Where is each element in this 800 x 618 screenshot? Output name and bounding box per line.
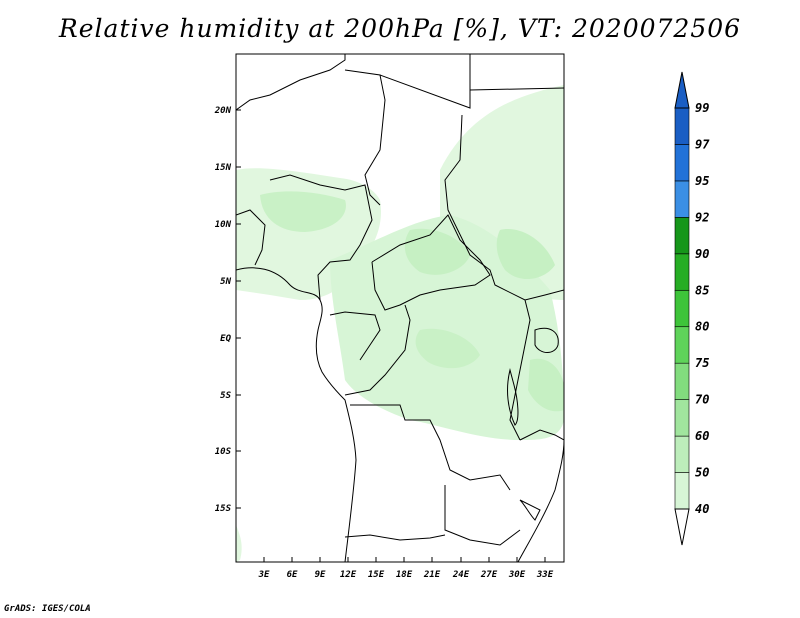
- border-mali-algeria: [236, 54, 346, 111]
- colorbar-segment: [674, 326, 690, 364]
- country-borders: [236, 54, 564, 562]
- colorbar-segment: [674, 435, 690, 473]
- lon-tick-label: 21E: [423, 570, 441, 580]
- grads-credit: GrADS: IGES/COLA: [4, 604, 91, 614]
- lon-tick-label: 27E: [480, 570, 498, 580]
- border-cameroon-congo: [329, 311, 381, 361]
- border-tanzania: [519, 429, 564, 441]
- longitude-axis: 3E 6E 9E 12E 15E 18E 21E 24E 27E 30E 33E: [258, 557, 554, 580]
- colorbar-segment: [674, 217, 690, 255]
- colorbar-label: 95: [695, 174, 709, 188]
- lake-tanganyika: [507, 369, 519, 426]
- humidity-core-4: [415, 328, 480, 369]
- border-niger-chad: [379, 54, 471, 109]
- colorbar-upper-extension: [674, 71, 690, 109]
- lat-tick-label: 10N: [215, 220, 232, 230]
- colorbar-label: 92: [695, 210, 709, 224]
- coastline-gulf-of-guinea: [236, 267, 357, 562]
- colorbar-label: 97: [695, 137, 710, 151]
- humidity-area-south-west: [236, 525, 242, 562]
- colorbar-lower-extension: [674, 508, 690, 546]
- lon-tick-label: 24E: [452, 570, 470, 580]
- map-title: Relative humidity at 200hPa [%], VT: 202…: [58, 14, 742, 43]
- colorbar-segment: [674, 253, 690, 291]
- lat-tick-label: EQ: [220, 334, 231, 344]
- colorbar-label: 50: [695, 466, 709, 480]
- colorbar-segment: [674, 289, 690, 328]
- border-angola-namibia: [344, 534, 446, 541]
- humidity-core-1: [404, 228, 470, 275]
- colorbar-segment: [674, 472, 690, 510]
- border-car: [371, 214, 491, 311]
- lon-tick-label: 15E: [368, 570, 385, 580]
- lake-victoria: [534, 327, 559, 353]
- colorbar-label: 99: [695, 101, 709, 115]
- lat-tick-label: 5N: [220, 277, 231, 287]
- colorbar-segment: [674, 107, 690, 145]
- lon-tick-label: 12E: [340, 570, 357, 580]
- humidity-core-3: [260, 191, 346, 232]
- border-west-small: [236, 209, 266, 266]
- colorbar-segment: [674, 144, 690, 182]
- border-drc-south: [350, 404, 511, 491]
- border-drc-north: [344, 304, 411, 396]
- border-east-africa: [509, 299, 531, 441]
- lon-tick-label: 6E: [287, 570, 298, 580]
- lon-tick-label: 33E: [536, 570, 554, 580]
- latitude-axis: 20N 15N 10N 5N EQ 5S 10S 15S: [214, 106, 241, 514]
- border-chad-sudan: [444, 114, 564, 301]
- humidity-core-5: [528, 358, 564, 412]
- colorbar-label: 60: [695, 429, 709, 443]
- humidity-shading: [236, 85, 564, 562]
- coastline-east: [517, 439, 564, 562]
- lat-tick-label: 20N: [214, 106, 232, 116]
- humidity-core-2: [496, 229, 555, 280]
- lon-tick-label: 3E: [258, 570, 270, 580]
- lake-malawi: [519, 499, 541, 521]
- lat-tick-label: 10S: [215, 447, 232, 457]
- colorbar-segment: [674, 399, 690, 437]
- lon-tick-label: 9E: [315, 570, 326, 580]
- colorbar-segment: [674, 362, 690, 400]
- colorbar: 40 50 60 70 75 80 85 90 92 95 97 99: [674, 71, 710, 546]
- colorbar-segment: [674, 180, 690, 218]
- lon-tick-label: 18E: [396, 570, 413, 580]
- colorbar-label: 70: [695, 393, 709, 407]
- border-libya-egypt-sudan: [469, 87, 564, 91]
- colorbar-label: 40: [695, 502, 709, 516]
- colorbar-label: 85: [695, 283, 709, 297]
- lat-tick-label: 15S: [215, 504, 232, 514]
- lat-tick-label: 15N: [215, 163, 232, 173]
- lon-tick-label: 30E: [508, 570, 526, 580]
- map-frame: [235, 53, 565, 563]
- colorbar-label: 90: [695, 247, 709, 261]
- humidity-area-central: [330, 215, 564, 440]
- colorbar-label: 80: [695, 320, 709, 334]
- border-nigeria: [269, 174, 373, 301]
- border-angola-zambia: [444, 485, 521, 546]
- lat-tick-label: 5S: [220, 391, 231, 401]
- colorbar-label: 75: [695, 356, 709, 370]
